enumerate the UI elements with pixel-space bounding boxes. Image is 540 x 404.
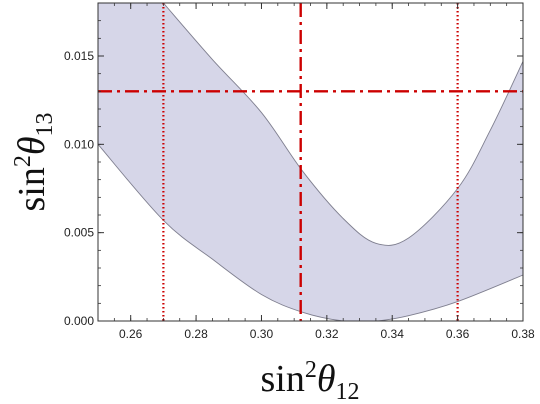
y-tick-label: 0.010 [64, 137, 94, 151]
y-tick-label: 0.005 [64, 226, 94, 240]
x-axis-title-sup: 2 [305, 357, 317, 383]
reference-lines-layer [98, 3, 523, 321]
x-tick-label: 0.38 [511, 327, 535, 341]
x-axis-title-base: sin [260, 358, 304, 400]
band-layer [98, 3, 523, 321]
band-upper-edge [163, 3, 523, 246]
y-axis-title-sup: 2 [10, 155, 36, 167]
x-tick-label: 0.36 [446, 327, 470, 341]
y-axis-title-sub: 13 [32, 112, 58, 136]
y-axis-title: sin2θ13 [10, 112, 58, 211]
y-tick-label: 0.015 [64, 49, 94, 63]
y-tick-label: 0.000 [64, 314, 94, 328]
ticks-layer: 0.26 0.28 0.30 0.32 0.34 0.36 0.38 0.000 0.005 0.… [64, 2, 535, 341]
allowed-region-band [98, 3, 523, 321]
x-axis-title-sub: 12 [336, 379, 360, 404]
x-tick-label: 0.30 [250, 327, 274, 341]
x-axis-title: sin2θ12 [260, 357, 359, 404]
x-tick-label: 0.28 [184, 327, 208, 341]
x-tick-label: 0.32 [315, 327, 339, 341]
y-axis-title-base: sin [11, 167, 53, 211]
x-tick-label: 0.34 [381, 327, 405, 341]
x-tick-label: 0.26 [119, 327, 143, 341]
x-axis-title-theta: θ [317, 358, 336, 400]
band-lower-edge [98, 144, 523, 321]
y-axis-title-theta: θ [11, 136, 53, 155]
